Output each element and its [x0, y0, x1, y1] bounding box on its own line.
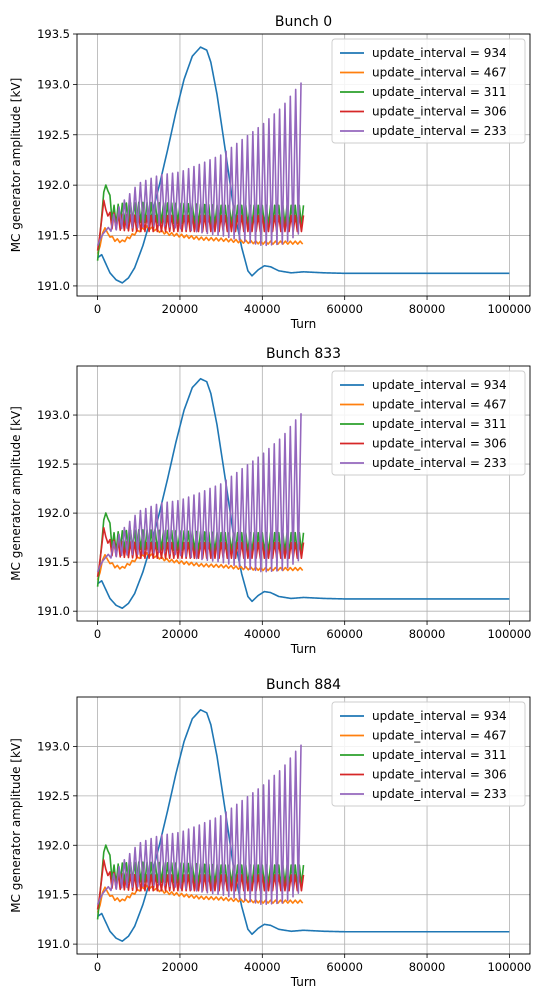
- x-tick-label: 40000: [244, 302, 281, 316]
- x-tick-label: 80000: [409, 627, 446, 641]
- series-line-4: [96, 744, 302, 906]
- legend-entry: update_interval = 311: [372, 748, 507, 762]
- chart-panel-1: 0 20000 40000 60000 80000 100000 191.0 191.5 192…: [9, 346, 531, 656]
- y-tick-label: 192.5: [37, 789, 70, 803]
- y-tick-label: 191.0: [37, 604, 70, 618]
- series-line-0: [97, 46, 510, 284]
- legend-entry: update_interval = 306: [372, 768, 507, 782]
- legend-entry: update_interval = 311: [372, 417, 507, 431]
- legend-entry: update_interval = 467: [372, 66, 507, 80]
- chart-panel-0: 0 20000 40000 60000 80000 100000 191.0 191.5 192…: [9, 14, 531, 331]
- y-tick-label: 192.5: [37, 457, 70, 471]
- legend-entry: update_interval = 306: [372, 437, 507, 451]
- series-line-4: [96, 82, 302, 247]
- x-tick-label: 20000: [162, 302, 199, 316]
- x-tick-label: 60000: [326, 627, 363, 641]
- series-line-4: [96, 413, 302, 573]
- series-line-0: [97, 709, 510, 942]
- y-tick-label: 193.5: [37, 27, 70, 41]
- legend-entry: update_interval = 934: [372, 46, 507, 60]
- series-line-0: [97, 377, 510, 610]
- y-tick-label: 191.0: [37, 937, 70, 951]
- y-tick-label: 192.5: [37, 128, 70, 142]
- x-tick-label: 20000: [162, 627, 199, 641]
- legend-entry: update_interval = 467: [372, 398, 507, 412]
- y-tick-label: 192.0: [37, 178, 70, 192]
- legend-box: [331, 38, 526, 144]
- legend: update_interval = 934 update_interval = 4…: [331, 38, 526, 144]
- x-tick-label: 100000: [487, 627, 531, 641]
- x-tick-label: 100000: [487, 302, 531, 316]
- series-line-1: [96, 884, 304, 913]
- y-tick-label: 191.0: [37, 279, 70, 293]
- x-tick-label: 0: [94, 302, 101, 316]
- chart-title: Bunch 0: [275, 14, 332, 30]
- x-axis-label: Turn: [290, 975, 316, 989]
- x-tick-label: 0: [94, 960, 101, 974]
- y-tick-label: 193.0: [37, 739, 70, 753]
- y-tick-label: 191.5: [37, 229, 70, 243]
- y-tick-label: 191.5: [37, 888, 70, 902]
- x-tick-label: 100000: [487, 960, 531, 974]
- x-tick-label: 0: [94, 627, 101, 641]
- series-group: [96, 377, 510, 610]
- axes-frame: [76, 33, 531, 297]
- x-axis-label: Turn: [290, 642, 316, 656]
- legend: update_interval = 934 update_interval = 4…: [331, 370, 526, 476]
- x-tick-label: 20000: [162, 960, 199, 974]
- y-axis-label: MC generator amplitude [kV]: [9, 738, 23, 913]
- series-group: [96, 709, 510, 942]
- x-tick-label: 60000: [326, 302, 363, 316]
- series-line-1: [96, 552, 304, 581]
- y-tick-label: 192.0: [37, 506, 70, 520]
- legend-entry: update_interval = 233: [372, 456, 507, 470]
- y-tick-label: 191.5: [37, 555, 70, 569]
- x-tick-label: 60000: [326, 960, 363, 974]
- legend-entry: update_interval = 934: [372, 709, 507, 723]
- x-axis-label: Turn: [290, 317, 316, 331]
- chart-title: Bunch 884: [266, 677, 341, 693]
- axes-frame: [76, 365, 531, 622]
- x-tick-label: 80000: [409, 960, 446, 974]
- legend: update_interval = 934 update_interval = 4…: [331, 701, 526, 807]
- legend-entry: update_interval = 233: [372, 787, 507, 801]
- legend-box: [331, 370, 526, 476]
- y-tick-label: 192.0: [37, 838, 70, 852]
- legend-entry: update_interval = 311: [372, 85, 507, 99]
- axes-frame: [76, 696, 531, 955]
- series-group: [96, 46, 510, 284]
- legend-entry: update_interval = 233: [372, 124, 507, 138]
- x-tick-label: 40000: [244, 627, 281, 641]
- legend-entry: update_interval = 934: [372, 378, 507, 392]
- chart-title: Bunch 833: [266, 346, 341, 362]
- legend-entry: update_interval = 306: [372, 105, 507, 119]
- y-tick-label: 193.0: [37, 408, 70, 422]
- legend-box: [331, 701, 526, 807]
- legend-entry: update_interval = 467: [372, 729, 507, 743]
- series-line-1: [96, 225, 304, 254]
- y-tick-label: 193.0: [37, 77, 70, 91]
- x-tick-label: 80000: [409, 302, 446, 316]
- x-tick-label: 40000: [244, 960, 281, 974]
- chart-panel-2: 0 20000 40000 60000 80000 100000 191.0 191.5 192…: [9, 677, 531, 989]
- y-axis-label: MC generator amplitude [kV]: [9, 406, 23, 581]
- y-axis-label: MC generator amplitude [kV]: [9, 78, 23, 253]
